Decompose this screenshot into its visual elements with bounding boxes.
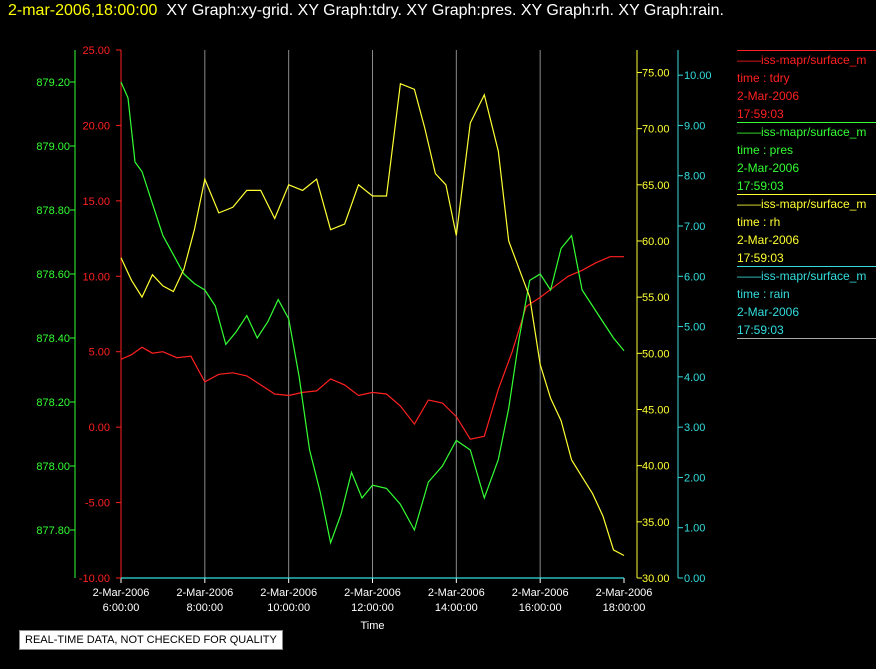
rain-tick-label: 8.00 <box>684 171 705 183</box>
series-rh <box>120 82 625 557</box>
pres-tick-label: 878.00 <box>36 461 70 473</box>
x-tick-label: 6:00:00 <box>103 602 140 614</box>
tdry-tick-label: 15.00 <box>82 196 110 208</box>
x-tick-label: 2-Mar-2006 <box>344 587 401 599</box>
legend-date: 2-Mar-2006 <box>737 161 800 175</box>
rain-tick-label: 7.00 <box>684 221 705 233</box>
rain-tick-label: 2.00 <box>684 472 705 484</box>
page-title: 2-mar-2006,18:00:00 XY Graph:xy-grid. XY… <box>8 2 724 20</box>
legend-name: ——iss-mapr/surface_m <box>737 125 867 139</box>
legend-name: ——iss-mapr/surface_m <box>737 269 867 283</box>
legend-name: ——iss-mapr/surface_m <box>737 197 867 211</box>
rain-tick-label: 0.00 <box>684 573 705 585</box>
legend-field: time : pres <box>737 143 794 157</box>
rain-tick-label: 6.00 <box>684 271 705 283</box>
rain-tick-label: 3.00 <box>684 422 705 434</box>
tdry-tick-label: 0.00 <box>89 422 110 434</box>
pres-tick-label: 878.80 <box>36 205 70 217</box>
rh-tick-label: 60.00 <box>642 236 670 248</box>
x-tick-label: 2-Mar-2006 <box>428 587 485 599</box>
rh-tick-label: 40.00 <box>642 461 670 473</box>
legend-divider <box>737 338 876 339</box>
tdry-tick-label: 20.00 <box>82 120 110 132</box>
rh-tick-label: 45.00 <box>642 404 670 416</box>
rh-tick-label: 50.00 <box>642 348 670 360</box>
rh-tick-label: 30.00 <box>642 573 670 585</box>
rh-tick-label: 65.00 <box>642 180 670 192</box>
pres-tick-label: 879.00 <box>36 141 70 153</box>
x-tick-label: 8:00:00 <box>186 602 223 614</box>
x-tick-label: 10:00:00 <box>267 602 310 614</box>
legend-time: 17:59:03 <box>737 107 784 121</box>
timestamp: 2-mar-2006,18:00:00 <box>8 2 158 19</box>
legend-field: time : rh <box>737 215 781 229</box>
rh-tick-label: 75.00 <box>642 67 670 79</box>
rh-tick-label: 55.00 <box>642 292 670 304</box>
x-tick-label: 2-Mar-2006 <box>93 587 150 599</box>
quality-notice: REAL-TIME DATA, NOT CHECKED FOR QUALITY <box>19 630 283 650</box>
x-tick-label: 14:00:00 <box>435 602 478 614</box>
x-tick-label: 2-Mar-2006 <box>512 587 569 599</box>
rain-tick-label: 9.00 <box>684 120 705 132</box>
rh-tick-label: 35.00 <box>642 517 670 529</box>
rain-tick-label: 10.00 <box>684 70 712 82</box>
tdry-tick-label: 25.00 <box>82 45 110 57</box>
legend-date: 2-Mar-2006 <box>737 233 800 247</box>
legend-time: 17:59:03 <box>737 179 784 193</box>
tdry-tick-label: 10.00 <box>82 271 110 283</box>
x-tick-label: 16:00:00 <box>519 602 562 614</box>
legend-time: 17:59:03 <box>737 251 784 265</box>
legend-field: time : tdry <box>737 71 790 85</box>
x-tick-label: 2-Mar-2006 <box>176 587 233 599</box>
legend-date: 2-Mar-2006 <box>737 305 800 319</box>
x-tick-label: 2-Mar-2006 <box>260 587 317 599</box>
rain-tick-label: 4.00 <box>684 372 705 384</box>
x-tick-label: 2-Mar-2006 <box>596 587 653 599</box>
tdry-tick-label: 5.00 <box>89 347 110 359</box>
pres-tick-label: 878.60 <box>36 269 70 281</box>
x-tick-label: 18:00:00 <box>603 602 646 614</box>
rain-tick-label: 1.00 <box>684 523 705 535</box>
pres-tick-label: 878.20 <box>36 397 70 409</box>
pres-tick-label: 879.20 <box>36 77 70 89</box>
pres-tick-label: 877.80 <box>36 525 70 537</box>
rain-tick-label: 5.00 <box>684 322 705 334</box>
legend-name: ——iss-mapr/surface_m <box>737 53 867 67</box>
tdry-tick-label: -5.00 <box>85 498 110 510</box>
pres-tick-label: 878.40 <box>36 333 70 345</box>
rh-tick-label: 70.00 <box>642 124 670 136</box>
x-axis-label: Time <box>360 620 384 632</box>
series-tdry <box>120 256 624 440</box>
x-tick-label: 12:00:00 <box>351 602 394 614</box>
legend-time: 17:59:03 <box>737 323 784 337</box>
series-pres <box>120 81 625 545</box>
tdry-tick-label: -10.00 <box>79 573 110 585</box>
legend-field: time : rain <box>737 287 790 301</box>
legend-date: 2-Mar-2006 <box>737 89 800 103</box>
graph-list: XY Graph:xy-grid. XY Graph:tdry. XY Grap… <box>166 2 724 19</box>
